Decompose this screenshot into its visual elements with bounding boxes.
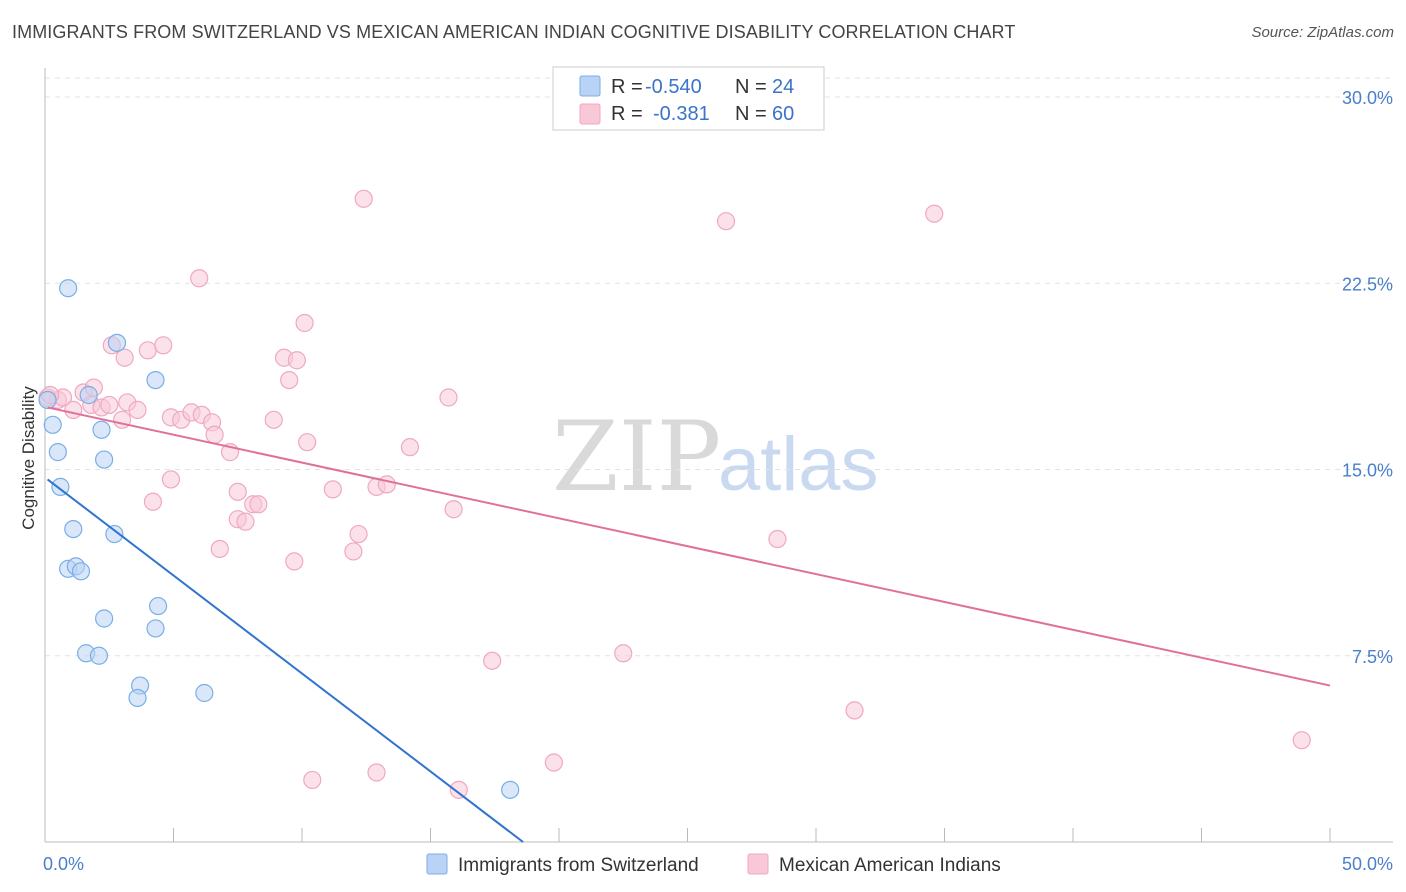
pink-point-14 [138,341,157,360]
pink-point-26 [190,269,209,288]
y-axis-label: Cognitive Disability [19,386,38,530]
pink-point-34 [280,371,299,390]
pink-point-44 [285,552,304,571]
pink-point-31 [210,539,229,559]
legend-swatch-pink [579,103,601,125]
y-tick-label-3: 30.0% [1342,88,1393,108]
pink-point-21 [205,425,224,444]
pink-point-8 [100,395,119,415]
pink-point-53 [925,204,944,223]
blue-point-8 [59,279,78,298]
pink-point-56 [449,780,468,799]
y-tick-label-2: 22.5% [1342,274,1393,294]
series-immigrants-from-switzerland [38,279,520,799]
y-tick-labels: 7.5% 15.0% 22.5% 30.0% [1342,88,1393,667]
pink-point-11 [128,400,147,419]
blue-point-13 [105,524,124,544]
pink-point-55 [367,763,386,782]
source-label: Source: ZipAtlas.com [1251,24,1394,41]
legend-r-label-pink: R = [611,103,643,125]
legend-n-label-blue: N = [735,76,767,98]
series-legend: Immigrants from Switzerland Mexican Amer… [426,853,1001,876]
blue-point-18 [89,646,109,665]
pink-point-54 [303,770,322,790]
pink-point-3 [64,400,83,419]
pink-point-32 [264,410,283,429]
pink-point-25 [161,470,181,489]
x-tick-label-max: 50.0% [1342,854,1393,874]
watermark: ZIP atlas [552,401,879,513]
watermark-zip: ZIP [552,401,721,513]
pink-point-40 [349,524,368,544]
blue-point-11 [107,333,127,352]
blue-point-1 [43,415,62,434]
pink-point-35 [287,351,306,370]
pink-point-47 [444,500,463,519]
pink-point-37 [298,433,317,452]
pink-point-38 [323,480,342,499]
blue-point-15 [146,371,165,390]
y-tick-label-1: 15.0% [1342,461,1393,481]
pink-point-43 [377,475,396,494]
pink-point-15 [154,336,173,355]
blue-point-12 [95,450,114,469]
pink-point-36 [295,313,314,333]
pink-point-28 [236,512,255,531]
pink-point-24 [143,492,163,511]
blue-point-2 [48,443,67,462]
series-legend-swatch-blue [426,853,448,875]
series-legend-swatch-pink [747,853,769,875]
blue-point-10 [92,420,111,439]
legend-r-value-pink: -0.381 [653,103,710,125]
blue-point-16 [146,619,165,638]
trendlines [46,406,1331,843]
blue-point-7 [71,562,91,581]
legend-n-value-blue: 24 [772,76,794,98]
pink-point-41 [354,189,373,208]
blue-point-3 [51,477,70,496]
stats-legend: R = -0.540 N = 24 R = -0.381 N = 60 [552,66,825,131]
y-tick-label-0: 7.5% [1352,647,1393,667]
series-legend-label-pink: Mexican American Indians [779,855,1001,876]
legend-n-value-pink: 60 [772,103,794,125]
pink-point-51 [768,529,787,549]
blue-point-14 [95,609,114,628]
pink-point-13 [115,348,134,367]
blue-point-0 [38,390,57,410]
blue-point-20 [128,688,147,708]
legend-r-value-blue: -0.540 [645,76,702,98]
pink-point-57 [544,753,563,772]
pink-point-58 [1292,731,1311,750]
legend-n-label-pink: N = [735,103,767,125]
blue-point-9 [79,385,98,405]
pink-point-52 [845,701,864,720]
gridlines [45,77,1393,657]
pink-point-49 [614,644,633,663]
pink-point-48 [483,651,502,670]
legend-r-label-blue: R = [611,76,643,98]
legend-swatch-blue [579,75,601,97]
pink-point-39 [344,542,363,561]
blue-point-23 [501,780,520,799]
x-tick-label-min: 0.0% [43,854,84,874]
pink-point-30 [249,495,268,514]
pink-point-46 [439,388,458,407]
pink-point-45 [400,438,420,457]
series-legend-label-blue: Immigrants from Switzerland [458,855,699,876]
blue-point-5 [64,519,83,539]
pink-trendline [47,406,1331,687]
blue-point-22 [195,683,214,703]
watermark-atlas: atlas [718,422,879,507]
chart-title: IMMIGRANTS FROM SWITZERLAND VS MEXICAN A… [12,22,1016,42]
pink-point-50 [716,212,736,231]
pink-point-23 [228,482,247,501]
blue-trendline [46,478,524,843]
blue-point-21 [148,596,168,616]
axes [44,68,1393,843]
